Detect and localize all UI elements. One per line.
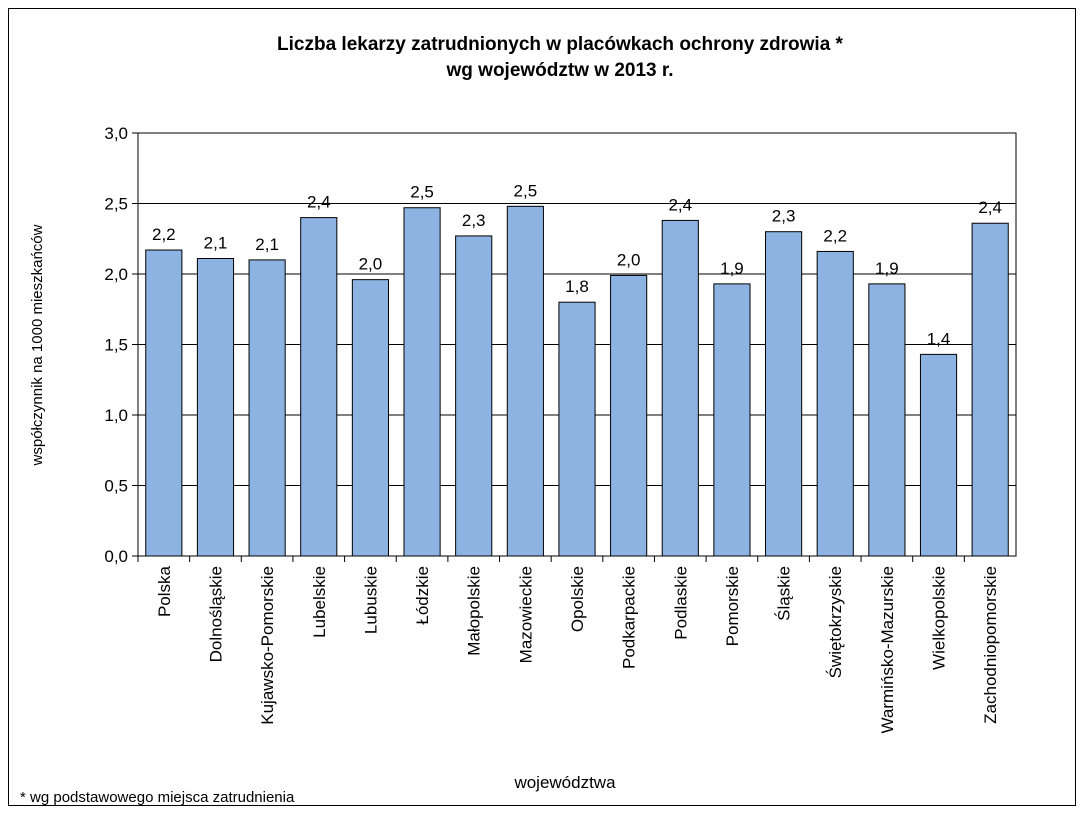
data-label: 2,5	[410, 183, 434, 202]
data-label: 2,3	[462, 211, 486, 230]
data-label: 2,4	[978, 198, 1002, 217]
data-label: 2,1	[204, 233, 228, 252]
x-tick-label: Łódzkie	[413, 566, 432, 625]
data-label: 2,0	[617, 250, 641, 269]
x-tick-label: Śląskie	[775, 566, 794, 621]
y-tick-label: 3,0	[104, 124, 128, 143]
bar	[713, 283, 751, 557]
bar	[919, 353, 958, 557]
bar	[610, 274, 648, 557]
x-tick-label: Małopolskie	[465, 566, 484, 656]
x-tick-label: Świętokrzyskie	[826, 566, 845, 678]
data-label: 2,2	[152, 225, 176, 244]
x-tick-label: Polska	[155, 565, 174, 617]
bar	[661, 219, 699, 557]
x-tick-label: Dolnośląskie	[206, 566, 225, 662]
bar	[971, 222, 1009, 557]
bar	[455, 235, 493, 557]
y-tick-label: 2,0	[104, 265, 128, 284]
bar	[145, 249, 183, 557]
data-label: 2,0	[359, 255, 383, 274]
x-tick-label: Lubelskie	[310, 566, 329, 638]
data-label: 2,2	[823, 226, 847, 245]
bar	[196, 257, 235, 557]
x-tick-label: Warmińsko-Mazurskie	[878, 566, 897, 734]
y-tick-label: 2,5	[104, 195, 128, 214]
data-label: 2,4	[668, 195, 692, 214]
x-tick-label: Mazowieckie	[516, 566, 535, 663]
x-tick-label: Opolskie	[568, 566, 587, 632]
data-label: 2,5	[514, 181, 538, 200]
y-axis-label: współczynnik na 1000 mieszkańców	[29, 224, 46, 466]
data-label: 2,4	[307, 193, 331, 212]
bar	[403, 207, 441, 557]
bar	[300, 217, 338, 557]
x-tick-label: Lubuskie	[361, 566, 380, 634]
bar	[868, 283, 906, 557]
bar	[351, 279, 389, 557]
data-label: 2,1	[255, 235, 279, 254]
data-label: 1,9	[875, 259, 899, 278]
chart-title: wg województw w 2013 r.	[446, 60, 674, 81]
y-tick-label: 1,0	[104, 406, 128, 425]
bar	[248, 259, 286, 557]
y-tick-label: 0,0	[104, 547, 128, 566]
x-tick-label: Wielkopolskie	[930, 566, 949, 670]
y-tick-label: 1,5	[104, 336, 128, 355]
x-axis-label: województwa	[513, 773, 616, 792]
y-tick-label: 0,5	[104, 477, 128, 496]
x-tick-label: Zachodniopomorskie	[981, 566, 1000, 724]
data-label: 1,8	[565, 277, 589, 296]
data-label: 1,9	[720, 259, 744, 278]
x-tick-label: Kujawsko-Pomorskie	[258, 566, 277, 725]
x-tick-label: Pomorskie	[723, 566, 742, 646]
data-label: 2,3	[772, 207, 796, 226]
footnote: * wg podstawowego miejsca zatrudnienia	[20, 789, 295, 806]
x-tick-label: Podlaskie	[671, 566, 690, 640]
bar	[558, 301, 596, 557]
data-label: 1,4	[927, 329, 951, 348]
bar	[765, 231, 803, 557]
chart-title: Liczba lekarzy zatrudnionych w placówkac…	[277, 34, 844, 55]
x-tick-label: Podkarpackie	[620, 566, 639, 669]
bar	[506, 205, 544, 557]
bar	[816, 250, 854, 557]
